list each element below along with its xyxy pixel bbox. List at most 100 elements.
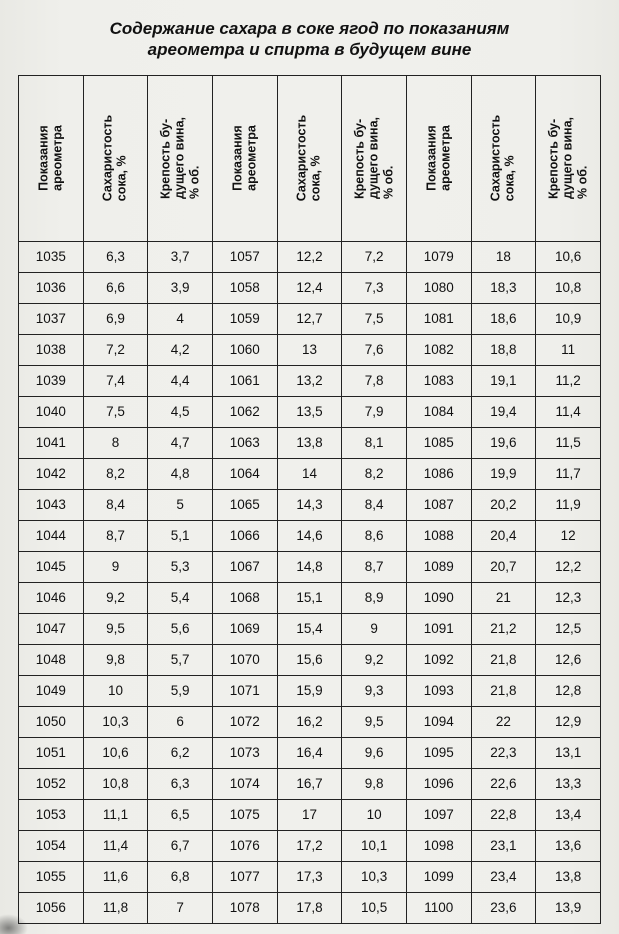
table-cell: 1078 [212, 892, 277, 923]
col-header-wine-strength: Крепость бу-дущего вина,% об. [342, 75, 407, 241]
table-cell: 1053 [19, 799, 84, 830]
table-cell: 20,2 [471, 489, 536, 520]
table-row: 10407,54,5106213,57,9108419,411,4 [19, 396, 601, 427]
table-cell: 13,8 [277, 427, 342, 458]
table-cell: 1041 [19, 427, 84, 458]
hydrometer-table: ПоказанияареометраСахаристостьсока, %Кре… [18, 75, 601, 924]
table-cell: 9,2 [342, 644, 407, 675]
table-cell: 1097 [406, 799, 471, 830]
table-cell: 12,9 [536, 706, 601, 737]
header-label: Сахаристостьсока, % [295, 115, 324, 202]
table-cell: 1050 [19, 706, 84, 737]
table-cell: 9,8 [83, 644, 148, 675]
table-cell: 1039 [19, 365, 84, 396]
table-cell: 9,6 [342, 737, 407, 768]
header-label-line: % об. [187, 117, 201, 199]
table-cell: 12,4 [277, 272, 342, 303]
table-cell: 1056 [19, 892, 84, 923]
table-cell: 8 [83, 427, 148, 458]
table-row: 10397,44,4106113,27,8108319,111,2 [19, 365, 601, 396]
table-cell: 1094 [406, 706, 471, 737]
table-row: 105311,16,510751710109722,813,4 [19, 799, 601, 830]
table-cell: 1096 [406, 768, 471, 799]
table-cell: 12,2 [277, 241, 342, 272]
table-cell: 8,2 [83, 458, 148, 489]
table-row: 10428,24,81064148,2108619,911,7 [19, 458, 601, 489]
table-cell: 10,6 [83, 737, 148, 768]
table-row: 10438,45106514,38,4108720,211,9 [19, 489, 601, 520]
table-cell: 4,8 [148, 458, 213, 489]
table-cell: 10,6 [536, 241, 601, 272]
table-cell: 3,9 [148, 272, 213, 303]
table-cell: 13,2 [277, 365, 342, 396]
table-cell: 10,1 [342, 830, 407, 861]
table-cell: 4,2 [148, 334, 213, 365]
table-cell: 1084 [406, 396, 471, 427]
table-cell: 1083 [406, 365, 471, 396]
table-cell: 7,5 [342, 303, 407, 334]
table-cell: 1044 [19, 520, 84, 551]
col-header-wine-strength: Крепость бу-дущего вина,% об. [148, 75, 213, 241]
table-cell: 8,6 [342, 520, 407, 551]
table-cell: 5,9 [148, 675, 213, 706]
header-label-line: Сахаристость [295, 115, 309, 202]
header-label: Крепость бу-дущего вина,% об. [159, 117, 202, 199]
header-label: Сахаристостьсока, % [101, 115, 130, 202]
header-label-line: дущего вина, [173, 117, 187, 199]
table-cell: 7,3 [342, 272, 407, 303]
table-cell: 1068 [212, 582, 277, 613]
table-cell: 22 [471, 706, 536, 737]
table-cell: 7,8 [342, 365, 407, 396]
table-cell: 10,8 [83, 768, 148, 799]
col-header-wine-strength: Крепость бу-дущего вина,% об. [536, 75, 601, 241]
header-label: Крепость бу-дущего вина,% об. [353, 117, 396, 199]
table-cell: 19,1 [471, 365, 536, 396]
table-row: 105010,36107216,29,510942212,9 [19, 706, 601, 737]
header-label-line: дущего вина, [367, 117, 381, 199]
table-cell: 1098 [406, 830, 471, 861]
table-cell: 22,6 [471, 768, 536, 799]
table-cell: 1074 [212, 768, 277, 799]
table-cell: 11 [536, 334, 601, 365]
table-cell: 15,6 [277, 644, 342, 675]
header-label: Показанияареометра [36, 125, 65, 191]
table-cell: 13,9 [536, 892, 601, 923]
table-cell: 3,7 [148, 241, 213, 272]
table-cell: 1071 [212, 675, 277, 706]
table-cell: 8,1 [342, 427, 407, 458]
table-row: 10366,63,9105812,47,3108018,310,8 [19, 272, 601, 303]
header-label-line: сока, % [115, 115, 129, 202]
table-cell: 1049 [19, 675, 84, 706]
table-cell: 5,4 [148, 582, 213, 613]
table-cell: 1063 [212, 427, 277, 458]
table-cell: 14,8 [277, 551, 342, 582]
table-cell: 8,7 [342, 551, 407, 582]
table-cell: 1080 [406, 272, 471, 303]
table-cell: 1066 [212, 520, 277, 551]
col-header-hydrometer-reading: Показанияареометра [212, 75, 277, 241]
table-cell: 18,8 [471, 334, 536, 365]
table-cell: 10,5 [342, 892, 407, 923]
title-line-1: Содержание сахара в соке ягод по показан… [110, 19, 510, 38]
table-cell: 6,7 [148, 830, 213, 861]
table-cell: 21,8 [471, 675, 536, 706]
table-cell: 19,6 [471, 427, 536, 458]
table-cell: 1070 [212, 644, 277, 675]
table-cell: 1065 [212, 489, 277, 520]
table-cell: 19,9 [471, 458, 536, 489]
table-cell: 12,5 [536, 613, 601, 644]
table-title: Содержание сахара в соке ягод по показан… [40, 18, 580, 61]
title-line-2: ареометра и спирта в будущем вине [148, 40, 472, 59]
table-cell: 1089 [406, 551, 471, 582]
header-label: Показанияареометра [230, 125, 259, 191]
header-label-line: дущего вина, [561, 117, 575, 199]
table-row: 10448,75,1106614,68,6108820,412 [19, 520, 601, 551]
table-cell: 17 [277, 799, 342, 830]
table-cell: 1035 [19, 241, 84, 272]
table-cell: 9,5 [83, 613, 148, 644]
table-cell: 12,7 [277, 303, 342, 334]
table-cell: 23,1 [471, 830, 536, 861]
header-label-line: Показания [230, 125, 244, 191]
header-row: ПоказанияареометраСахаристостьсока, %Кре… [19, 75, 601, 241]
header-label-line: Крепость бу- [159, 117, 173, 199]
